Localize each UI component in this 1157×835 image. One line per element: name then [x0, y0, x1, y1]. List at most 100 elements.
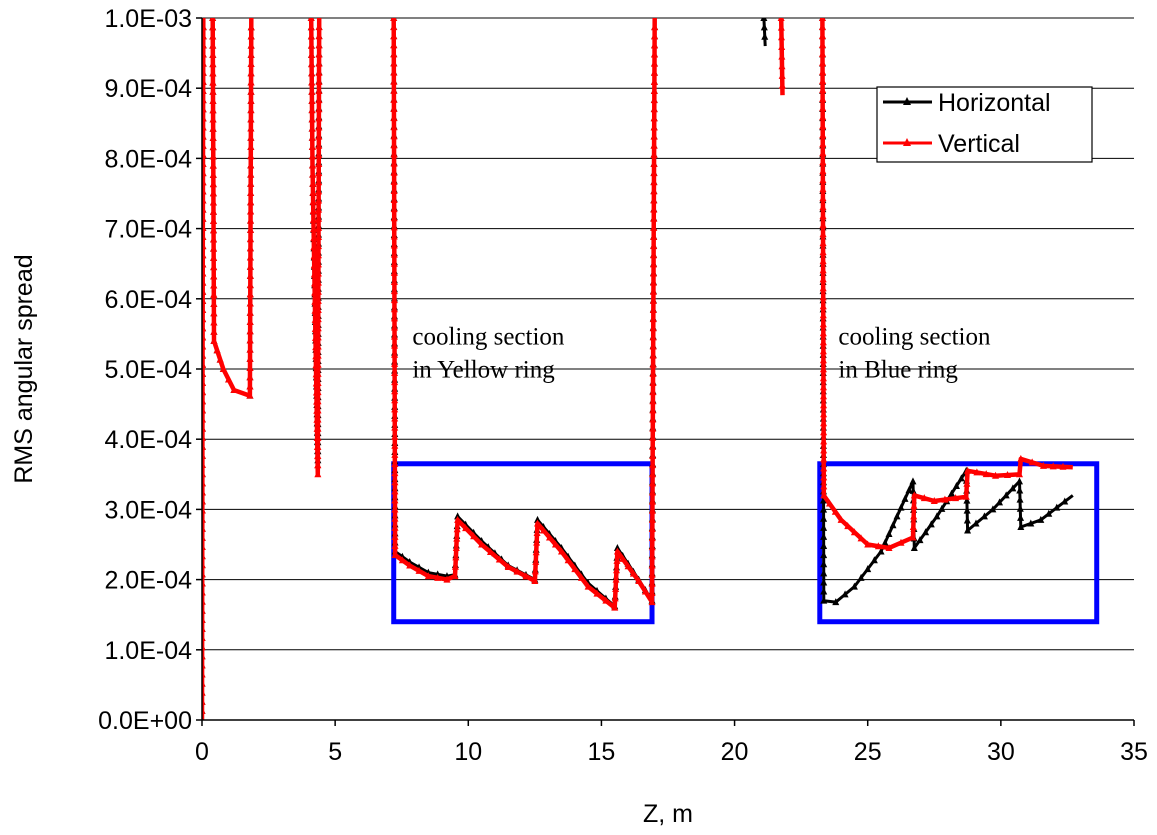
data-point [391, 532, 399, 540]
data-point [309, 161, 317, 169]
data-point [649, 433, 657, 441]
data-point [202, 643, 206, 651]
data-point [315, 96, 323, 104]
data-point [314, 324, 322, 332]
data-point [650, 68, 658, 76]
data-point [315, 160, 323, 168]
data-point [391, 478, 399, 486]
data-point [247, 106, 255, 114]
data-point [202, 406, 206, 414]
data-point [202, 251, 207, 259]
data-point [650, 205, 658, 213]
data-point [315, 214, 323, 222]
data-point [648, 506, 656, 514]
data-point [314, 461, 322, 469]
data-point [398, 556, 406, 564]
data-point [964, 526, 972, 534]
data-point [225, 375, 233, 383]
data-point [202, 652, 206, 660]
legend: Horizontal Vertical [876, 86, 1093, 163]
data-point [897, 538, 905, 546]
data-point [246, 235, 254, 243]
data-point [219, 365, 227, 372]
data-point [315, 87, 323, 95]
data-point [820, 410, 828, 418]
data-point [202, 214, 207, 222]
data-point [760, 23, 768, 31]
data-point [247, 69, 255, 77]
data-point [819, 347, 827, 355]
data-point [819, 203, 827, 211]
data-point [390, 323, 398, 331]
data-point [532, 557, 540, 565]
data-point [649, 406, 657, 414]
data-point [649, 296, 657, 304]
data-point [819, 68, 827, 76]
data-point [308, 69, 316, 77]
data-point [390, 268, 398, 276]
data-point [391, 432, 399, 440]
data-point [315, 132, 323, 140]
data-point [202, 615, 206, 623]
data-point [390, 123, 398, 131]
data-point [649, 470, 657, 478]
y-tick-labels: 0.0E+00 1.0E-04 2.0E-04 3.0E-04 4.0E-04 5.0E-… [98, 5, 202, 735]
data-point [650, 187, 658, 195]
x-tick-label: 20 [721, 738, 749, 766]
data-point [314, 306, 322, 314]
data-point [390, 241, 398, 249]
data-point [1028, 458, 1036, 466]
data-point [315, 141, 323, 149]
data-point [650, 123, 658, 131]
data-point [202, 606, 206, 614]
data-point [546, 533, 554, 541]
data-point [819, 59, 827, 67]
data-point [210, 272, 218, 280]
data-point [1053, 503, 1061, 511]
data-point [819, 239, 827, 247]
data-point [315, 233, 323, 241]
data-point [650, 105, 658, 113]
data-point [314, 379, 322, 387]
data-point [820, 587, 828, 595]
data-point [864, 565, 872, 573]
data-point [213, 346, 221, 354]
data-point [1045, 509, 1053, 517]
data-point [308, 60, 316, 68]
data-point [247, 60, 255, 68]
data-point [314, 406, 322, 414]
data-point [314, 360, 322, 368]
data-point [593, 589, 601, 597]
data-point [390, 214, 398, 222]
data-point [246, 281, 254, 289]
x-tick-labels: 0 5 10 15 20 25 30 35 [195, 720, 1148, 766]
data-point [819, 383, 827, 391]
data-point [964, 466, 972, 474]
data-point [202, 397, 207, 405]
data-point [390, 50, 398, 58]
data-point [308, 152, 316, 160]
data-point [315, 114, 323, 122]
data-point [470, 532, 478, 540]
data-point [611, 594, 619, 602]
data-point [390, 114, 398, 122]
data-point [390, 86, 398, 94]
data-point [391, 460, 399, 468]
data-point [557, 547, 565, 555]
data-point [650, 178, 658, 186]
data-point [390, 18, 398, 21]
data-point [209, 189, 217, 197]
data-point [650, 242, 658, 250]
data-point [649, 315, 657, 323]
data-point [210, 300, 218, 308]
data-point [209, 50, 217, 58]
data-point [820, 569, 828, 577]
data-point [202, 579, 206, 587]
data-point [930, 496, 938, 504]
data-point [819, 356, 827, 364]
data-point [841, 590, 849, 598]
data-point [850, 528, 858, 536]
data-point [391, 378, 399, 386]
data-point [390, 205, 398, 213]
data-point [314, 452, 322, 460]
